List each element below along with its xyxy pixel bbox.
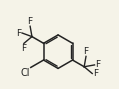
Text: F: F [21,44,26,53]
Text: F: F [83,47,89,56]
Text: Cl: Cl [21,68,30,78]
Text: F: F [93,69,98,78]
Text: F: F [16,28,22,37]
Text: F: F [95,60,100,69]
Text: F: F [28,17,33,26]
